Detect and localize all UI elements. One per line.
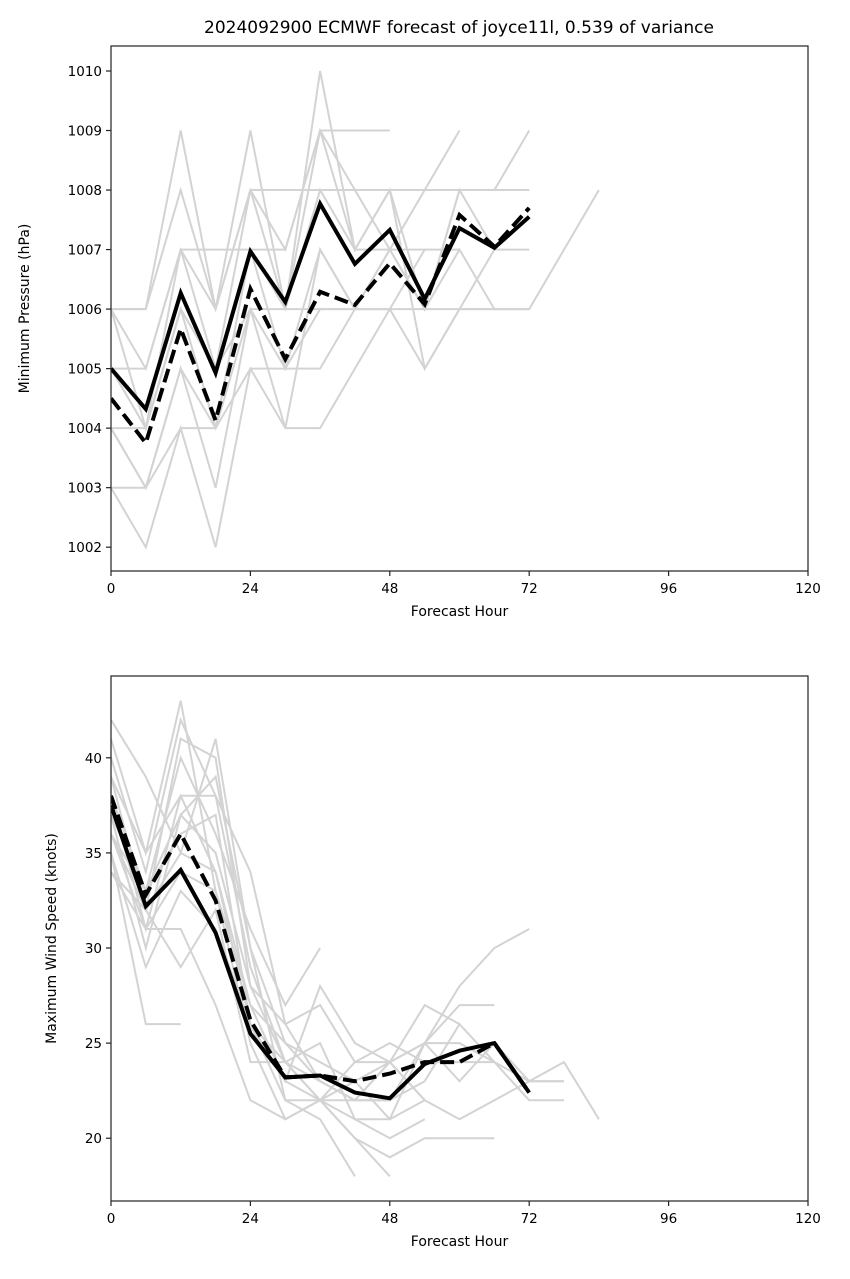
wind-series: [111, 795, 531, 1101]
pressure-y-tick-label: 1006: [68, 302, 102, 318]
wind-x-tick-label: 24: [242, 1211, 259, 1227]
pressure-y-tick-label: 1010: [68, 64, 102, 80]
pressure-ensemble-member-line: [111, 249, 496, 490]
pressure-x-axis-label: Forecast Hour: [411, 604, 509, 620]
pressure-x-tick-label: 48: [381, 581, 398, 597]
wind-x-tick-label: 96: [660, 1211, 677, 1227]
wind-ensemble-member-line: [111, 852, 181, 1026]
pressure-y-ticks: 1002 1003 1004 1005 1006 1007 1008 1009 1010: [68, 64, 111, 556]
pressure-x-tick-label: 96: [660, 581, 677, 597]
wind-y-ticks: 20 25 30 35 40: [85, 751, 111, 1147]
pressure-x-tick-label: 0: [107, 581, 116, 597]
pressure-y-tick-label: 1002: [68, 540, 102, 556]
pressure-y-tick-label: 1008: [68, 183, 102, 199]
pressure-panel: 0 24 48 72 96 120 100210031004100510061007100…: [17, 45, 821, 620]
pressure-ensemble-members: [111, 70, 600, 550]
wind-x-tick-label: 72: [521, 1211, 538, 1227]
pressure-y-axis-label: Minimum Pressure (hPa): [17, 224, 33, 394]
pressure-y-tick-label: 1003: [68, 481, 102, 497]
figure-title: 2024092900 ECMWF forecast of joyce11l, 0…: [204, 18, 714, 38]
wind-ensemble-member-line: [111, 719, 600, 1121]
wind-ensemble-member-line: [111, 812, 495, 1121]
wind-x-tick-label: 48: [381, 1211, 398, 1227]
wind-ensemble-member-line: [111, 737, 495, 1064]
pressure-x-ticks: 0 24 48 72 96 120: [107, 571, 821, 597]
pressure-y-tick-label: 1007: [68, 243, 102, 259]
wind-y-tick-label: 40: [85, 751, 102, 767]
pressure-weighted-mean-line: [111, 206, 531, 448]
wind-axes-frame: [110, 675, 809, 1202]
wind-ensemble-member-line: [111, 813, 356, 1177]
pressure-ensemble-member-line: [111, 130, 530, 431]
wind-ensemble-member-line: [111, 871, 564, 1102]
pressure-x-tick-label: 24: [242, 581, 259, 597]
wind-x-tick-label: 120: [795, 1211, 821, 1227]
pressure-ensemble-mean-line: [111, 198, 531, 414]
wind-ensemble-members: [111, 700, 600, 1177]
pressure-series: [111, 198, 531, 448]
wind-y-axis-label: Maximum Wind Speed (knots): [44, 833, 60, 1044]
wind-panel: 0 24 48 72 96 120 20 25 30 35 40 Forecast Hour Ma…: [44, 675, 821, 1250]
wind-y-tick-label: 35: [85, 846, 102, 862]
pressure-ensemble-member-line: [111, 189, 530, 431]
wind-ensemble-member-line: [111, 716, 426, 1140]
pressure-x-tick-label: 72: [521, 581, 538, 597]
pressure-y-tick-label: 1004: [68, 421, 102, 437]
wind-y-tick-label: 30: [85, 941, 102, 957]
wind-y-tick-label: 25: [85, 1036, 102, 1052]
pressure-y-tick-label: 1009: [68, 124, 102, 140]
pressure-ensemble-member-line: [111, 127, 461, 372]
wind-y-tick-label: 20: [85, 1131, 102, 1147]
wind-x-tick-label: 0: [107, 1211, 116, 1227]
wind-x-ticks: 0 24 48 72 96 120: [107, 1201, 821, 1227]
wind-ensemble-member-line: [111, 700, 530, 1102]
wind-ensemble-member-line: [111, 776, 460, 1102]
pressure-x-tick-label: 120: [795, 581, 821, 597]
pressure-y-tick-label: 1005: [68, 362, 102, 378]
wind-x-axis-label: Forecast Hour: [411, 1234, 509, 1250]
wind-ensemble-mean-line: [111, 804, 531, 1101]
